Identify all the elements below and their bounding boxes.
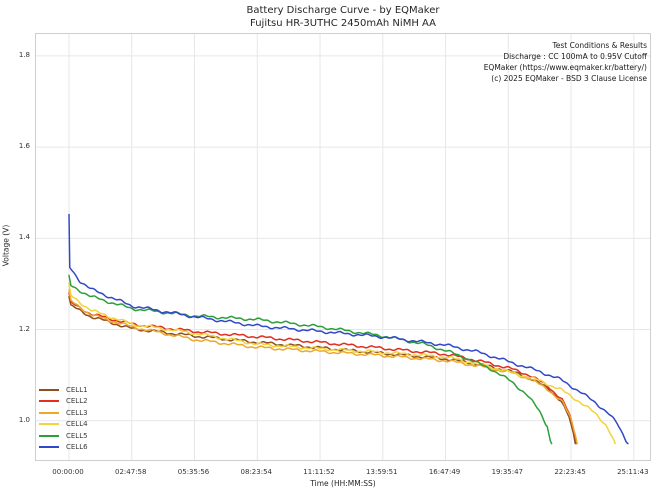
chart-subtitle: Fujitsu HR-3UTHC 2450mAh NiMH AA xyxy=(250,18,436,29)
y-tick-label: 1.0 xyxy=(18,415,30,424)
test-conditions-annotation: Test Conditions & Results Discharge : CC … xyxy=(484,40,647,84)
legend: CELL1 CELL2 CELL3 CELL4 CELL5 CELL6 xyxy=(39,384,88,453)
legend-item-cell3: CELL3 xyxy=(39,407,88,419)
discharge-curves-canvas xyxy=(36,34,650,460)
legend-swatch-cell1 xyxy=(39,388,59,391)
x-tick-label: 19:35:47 xyxy=(491,468,524,476)
chart-title: Battery Discharge Curve - by EQMaker xyxy=(246,5,440,16)
x-tick-label: 25:11:43 xyxy=(617,468,649,476)
annotation-line: EQMaker (https://www.eqmaker.kr/battery/… xyxy=(483,63,647,72)
legend-label: CELL2 xyxy=(66,397,88,406)
title-block: Battery Discharge Curve - by EQMaker Fuj… xyxy=(35,4,651,30)
x-axis-label: Time (HH:MM:SS) xyxy=(310,479,376,488)
y-tick-label: 1.8 xyxy=(18,50,30,59)
legend-label: CELL3 xyxy=(66,408,88,417)
y-tick-label: 1.2 xyxy=(18,324,30,333)
x-tick-label: 13:59:51 xyxy=(366,468,398,476)
annotation-line: Test Conditions & Results xyxy=(552,41,647,50)
x-tick-label: 11:11:52 xyxy=(303,468,335,476)
legend-label: CELL4 xyxy=(66,420,88,429)
legend-item-cell1: CELL1 xyxy=(39,384,88,396)
annotation-line: (c) 2025 EQMaker - BSD 3 Clause License xyxy=(491,74,647,83)
plot-area: Test Conditions & Results Discharge : CC … xyxy=(35,33,651,461)
series-line-cell6 xyxy=(68,213,629,445)
x-tick-label: 08:23:54 xyxy=(240,468,272,476)
legend-swatch-cell2 xyxy=(39,400,59,403)
legend-label: CELL5 xyxy=(66,431,88,440)
x-tick-label: 00:00:00 xyxy=(52,468,84,476)
legend-swatch-cell6 xyxy=(39,446,59,449)
legend-label: CELL6 xyxy=(66,443,88,452)
legend-swatch-cell4 xyxy=(39,423,59,426)
x-tick-label: 02:47:58 xyxy=(115,468,147,476)
series-line-cell4 xyxy=(68,282,616,445)
legend-item-cell6: CELL6 xyxy=(39,442,88,454)
legend-item-cell4: CELL4 xyxy=(39,419,88,431)
series-line-cell2 xyxy=(68,292,578,445)
y-axis-label: Voltage (V) xyxy=(1,224,11,267)
y-tick-label: 1.6 xyxy=(18,142,30,151)
x-tick-label: 05:35:56 xyxy=(177,468,210,476)
legend-item-cell5: CELL5 xyxy=(39,430,88,442)
series-line-cell3 xyxy=(68,289,578,445)
y-tick-label: 1.4 xyxy=(18,233,30,242)
annotation-line: Discharge : CC 100mA to 0.95V Cutoff xyxy=(503,52,647,61)
legend-swatch-cell5 xyxy=(39,434,59,437)
legend-label: CELL1 xyxy=(66,385,88,394)
legend-swatch-cell3 xyxy=(39,411,59,414)
series-line-cell5 xyxy=(68,274,553,445)
x-tick-label: 16:47:49 xyxy=(428,468,461,476)
x-tick-label: 22:23:45 xyxy=(554,468,586,476)
legend-item-cell2: CELL2 xyxy=(39,396,88,408)
